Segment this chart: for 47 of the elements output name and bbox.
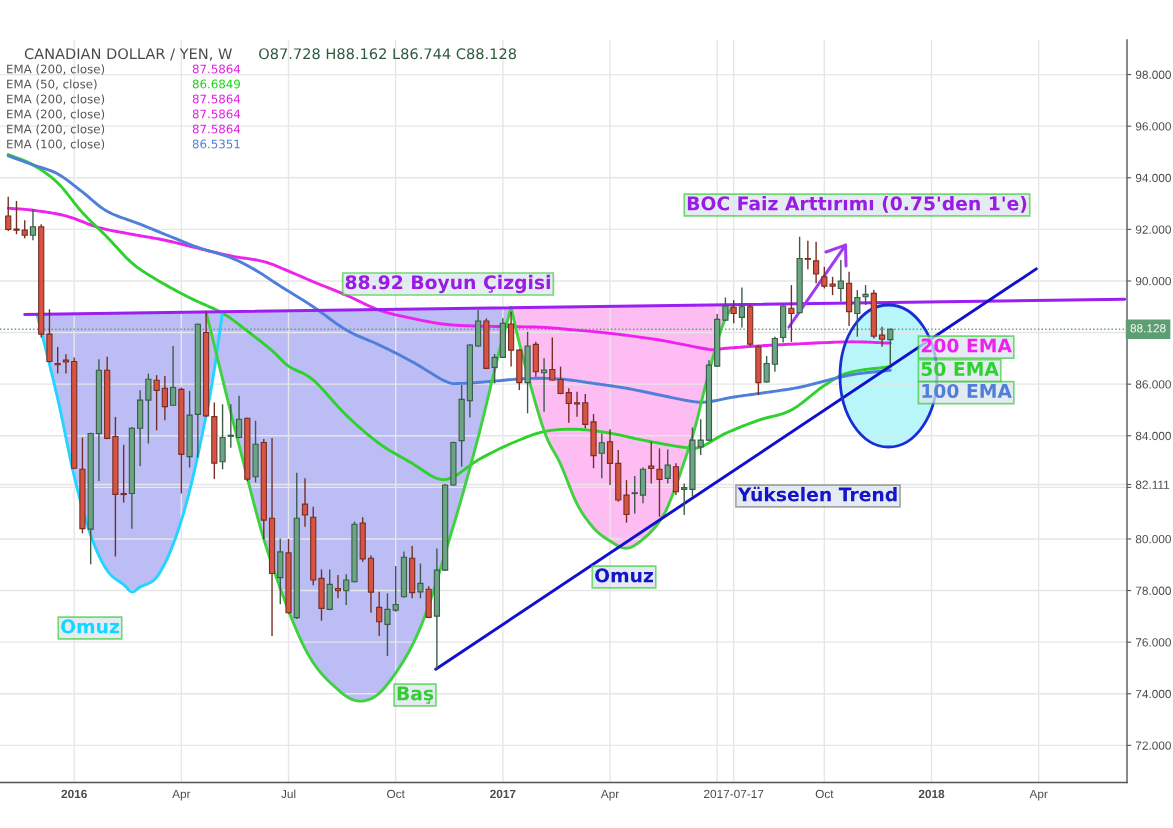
y-tick-label: 98.000: [1135, 70, 1171, 79]
chart-title: CANADIAN DOLLAR / YEN, W: [24, 48, 232, 61]
annotation: Baş: [397, 686, 434, 704]
annotation: EMA (200, close): [7, 64, 105, 75]
x-tick-label: Jul: [281, 789, 296, 799]
y-tick-label: 94.000: [1135, 173, 1171, 183]
annotation: 88.92 Boyun Çizgisi: [345, 274, 550, 294]
annotation: Omuz: [61, 619, 119, 634]
series-label: 100 EMA: [922, 383, 1012, 399]
annotation: 86.5351: [192, 139, 240, 149]
y-tick-label: 80.000: [1135, 534, 1171, 544]
annotation: EMA (200, close): [7, 94, 105, 105]
series-label: 50 EMA: [921, 361, 999, 377]
y-tick-label: 82.111: [1135, 480, 1170, 489]
y-tick-label: 72.000: [1135, 741, 1171, 750]
y-tick-label: 96.000: [1135, 122, 1171, 131]
annotation: 86.6849: [192, 79, 240, 89]
annotation: BOC Faiz Arttırımı (0.75'den 1'e): [687, 195, 1027, 213]
x-tick-label: Apr: [600, 789, 620, 801]
x-tick-label: 2018: [918, 789, 945, 799]
y-tick-label: 86.000: [1135, 380, 1171, 389]
annotation: EMA (200, close): [7, 109, 105, 120]
annotation: Omuz: [595, 568, 653, 583]
annotation: 87.5864: [192, 109, 241, 119]
annotation: Yükselen Trend: [737, 486, 897, 502]
x-tick-label: 2017: [490, 789, 516, 799]
annotation: 87.5864: [192, 124, 241, 134]
annotation: EMA (200, close): [7, 124, 105, 135]
y-tick-label: 84.000: [1135, 431, 1171, 441]
x-tick-label: 2016: [61, 789, 87, 799]
x-tick-label: Oct: [387, 789, 405, 799]
y-tick-label: 74.000: [1135, 689, 1171, 699]
y-tick-label: 92.000: [1135, 225, 1171, 234]
x-tick-label: Apr: [1029, 789, 1048, 801]
annotation: EMA (50, close): [7, 79, 97, 90]
annotation: 87.5864: [192, 64, 241, 74]
series-label: 200 EMA: [921, 338, 1012, 353]
x-tick-label: Apr: [172, 789, 191, 801]
annotation: EMA (100, close): [7, 139, 105, 150]
y-tick-label: 90.000: [1135, 277, 1171, 286]
x-tick-label: 2017-07-17: [704, 789, 764, 799]
x-tick-label: Oct: [815, 789, 834, 799]
annotation: 87.5864: [192, 94, 241, 104]
chart-subtitle: O87.728 H88.162 L86.744 C88.128: [259, 48, 517, 60]
y-tick-label: 76.000: [1135, 638, 1171, 647]
ref-line-label: 88.128: [1130, 324, 1166, 333]
y-tick-label: 78.000: [1135, 586, 1171, 595]
